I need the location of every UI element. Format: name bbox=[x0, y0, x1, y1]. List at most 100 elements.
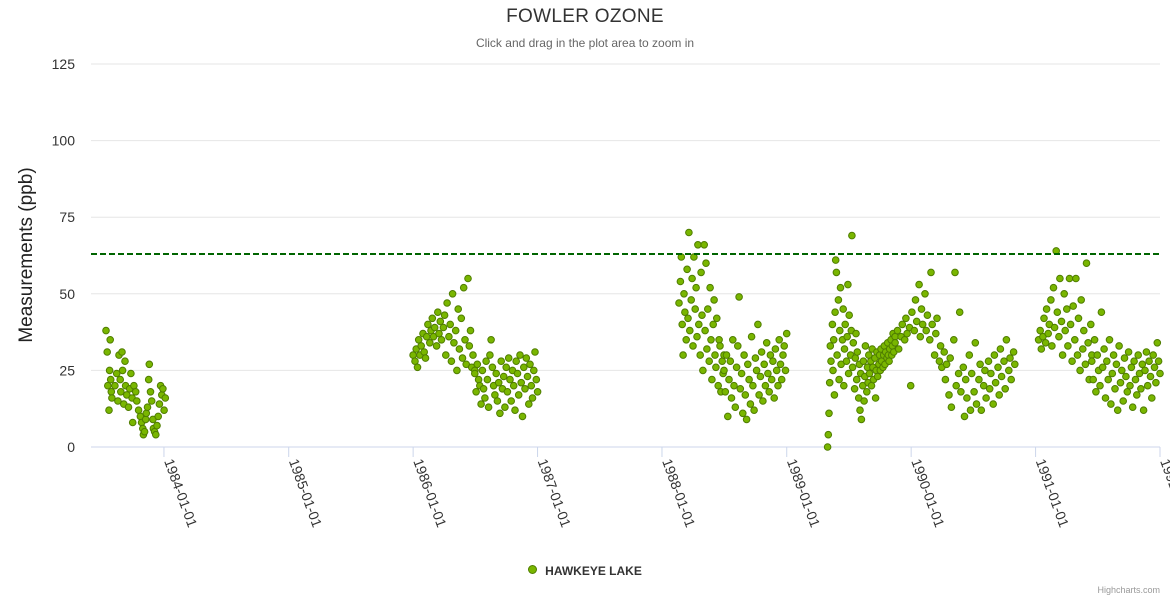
data-point[interactable] bbox=[511, 406, 519, 415]
data-point[interactable] bbox=[967, 369, 976, 378]
data-point[interactable] bbox=[461, 336, 469, 344]
data-point[interactable] bbox=[713, 314, 721, 323]
data-point[interactable] bbox=[532, 375, 541, 384]
data-point[interactable] bbox=[711, 351, 719, 359]
data-point[interactable] bbox=[501, 403, 509, 412]
data-point[interactable] bbox=[454, 305, 463, 313]
data-point[interactable] bbox=[1097, 308, 1106, 317]
data-point[interactable] bbox=[434, 308, 442, 317]
data-point[interactable] bbox=[750, 406, 758, 415]
data-point[interactable] bbox=[893, 326, 902, 335]
data-point[interactable] bbox=[695, 320, 703, 329]
data-point[interactable] bbox=[751, 354, 760, 362]
data-point[interactable] bbox=[1065, 274, 1074, 283]
data-point[interactable] bbox=[106, 336, 114, 344]
data-point[interactable] bbox=[732, 363, 741, 372]
data-point[interactable] bbox=[769, 357, 777, 366]
data-point[interactable] bbox=[147, 397, 156, 405]
data-point[interactable] bbox=[486, 351, 494, 359]
data-point[interactable] bbox=[984, 357, 993, 366]
data-point[interactable] bbox=[918, 320, 927, 329]
data-point[interactable] bbox=[932, 329, 940, 338]
data-point[interactable] bbox=[703, 345, 711, 353]
data-point[interactable] bbox=[765, 388, 774, 396]
data-point[interactable] bbox=[843, 332, 852, 341]
data-point[interactable] bbox=[437, 336, 446, 344]
data-point[interactable] bbox=[1154, 357, 1163, 366]
data-point[interactable] bbox=[477, 400, 485, 408]
data-point[interactable] bbox=[1142, 348, 1151, 356]
data-point[interactable] bbox=[696, 351, 705, 359]
data-point[interactable] bbox=[1123, 388, 1132, 396]
data-point[interactable] bbox=[990, 351, 999, 359]
data-point[interactable] bbox=[710, 296, 718, 304]
data-point[interactable] bbox=[994, 363, 1002, 372]
data-point[interactable] bbox=[479, 385, 488, 393]
data-point[interactable] bbox=[1011, 360, 1019, 369]
data-point[interactable] bbox=[482, 357, 490, 366]
data-point[interactable] bbox=[466, 326, 475, 335]
data-point[interactable] bbox=[1148, 394, 1156, 402]
data-point[interactable] bbox=[518, 412, 527, 421]
data-point[interactable] bbox=[900, 336, 909, 344]
data-point[interactable] bbox=[831, 256, 840, 264]
data-point[interactable] bbox=[1126, 381, 1134, 390]
data-point[interactable] bbox=[104, 381, 112, 390]
data-point[interactable] bbox=[926, 336, 934, 344]
data-point[interactable] bbox=[127, 369, 135, 378]
data-point[interactable] bbox=[1100, 345, 1108, 353]
data-point[interactable] bbox=[1068, 357, 1076, 366]
data-point[interactable] bbox=[826, 342, 835, 350]
data-point[interactable] bbox=[504, 354, 513, 362]
data-point[interactable] bbox=[947, 403, 956, 412]
data-point[interactable] bbox=[114, 397, 122, 405]
data-point[interactable] bbox=[831, 308, 839, 317]
data-point[interactable] bbox=[979, 381, 988, 390]
data-point[interactable] bbox=[730, 381, 738, 390]
data-point[interactable] bbox=[852, 375, 861, 384]
data-point[interactable] bbox=[707, 336, 715, 344]
data-point[interactable] bbox=[749, 381, 757, 390]
data-point[interactable] bbox=[1133, 391, 1141, 399]
data-point[interactable] bbox=[1087, 320, 1095, 329]
data-point[interactable] bbox=[946, 354, 955, 362]
data-point[interactable] bbox=[1076, 366, 1084, 375]
data-point[interactable] bbox=[1103, 357, 1111, 366]
data-point[interactable] bbox=[829, 366, 837, 375]
data-point[interactable] bbox=[1107, 400, 1115, 408]
data-point[interactable] bbox=[484, 403, 493, 412]
data-point[interactable] bbox=[832, 268, 841, 277]
data-point[interactable] bbox=[684, 314, 692, 323]
data-point[interactable] bbox=[1089, 375, 1097, 384]
data-point[interactable] bbox=[128, 418, 137, 427]
data-point[interactable] bbox=[922, 326, 931, 335]
data-point[interactable] bbox=[160, 406, 168, 415]
data-point[interactable] bbox=[715, 336, 723, 344]
data-point[interactable] bbox=[910, 326, 919, 335]
data-point[interactable] bbox=[1135, 369, 1144, 378]
data-point[interactable] bbox=[1145, 357, 1153, 366]
data-point[interactable] bbox=[767, 375, 776, 384]
data-point[interactable] bbox=[842, 357, 851, 366]
data-point[interactable] bbox=[503, 388, 512, 396]
data-point[interactable] bbox=[478, 366, 487, 375]
data-point[interactable] bbox=[527, 381, 536, 390]
data-point[interactable] bbox=[720, 366, 728, 375]
data-point[interactable] bbox=[680, 290, 688, 298]
data-point[interactable] bbox=[520, 363, 528, 372]
data-point[interactable] bbox=[856, 406, 864, 415]
data-point[interactable] bbox=[852, 329, 860, 338]
data-point[interactable] bbox=[474, 375, 483, 384]
data-point[interactable] bbox=[686, 326, 694, 335]
data-point[interactable] bbox=[712, 363, 720, 372]
data-point[interactable] bbox=[834, 296, 843, 304]
data-point[interactable] bbox=[839, 305, 848, 313]
data-point[interactable] bbox=[143, 403, 152, 412]
data-point[interactable] bbox=[1069, 302, 1077, 310]
data-point[interactable] bbox=[107, 388, 116, 396]
data-point[interactable] bbox=[531, 348, 539, 356]
data-point[interactable] bbox=[692, 283, 700, 292]
data-point[interactable] bbox=[134, 406, 143, 415]
data-point[interactable] bbox=[161, 394, 170, 402]
